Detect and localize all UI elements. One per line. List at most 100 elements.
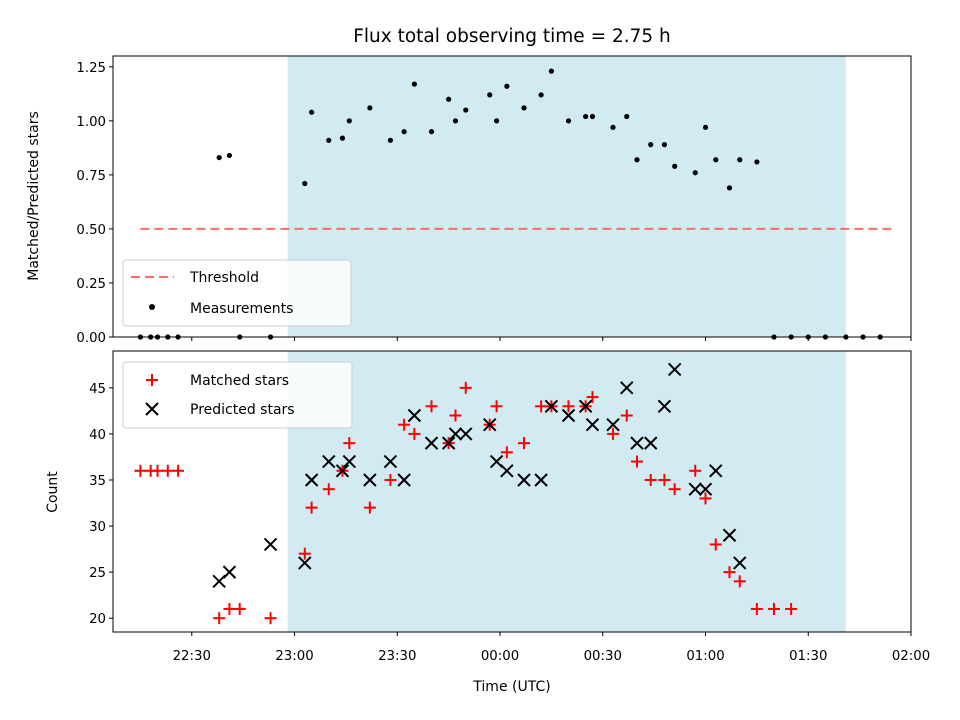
predicted-star-point bbox=[667, 362, 682, 377]
predicted-star-point bbox=[709, 464, 723, 478]
measurement-point bbox=[452, 118, 459, 124]
matched-star-point bbox=[384, 473, 397, 486]
bottom-y-tick-label: 30 bbox=[89, 520, 106, 535]
predicted-star-point bbox=[534, 473, 548, 487]
measurement-point bbox=[493, 118, 500, 124]
matched-star-point bbox=[298, 547, 311, 560]
predicted-star-point bbox=[644, 436, 658, 450]
matched-star-point bbox=[723, 566, 736, 579]
matched-star-point bbox=[785, 602, 798, 615]
predicted-star-point bbox=[688, 482, 702, 496]
top-legend-box bbox=[122, 259, 352, 327]
top-x-ticks bbox=[191, 337, 912, 341]
top-y-axis-label: Matched/Predicted stars bbox=[26, 111, 42, 281]
measurement-point bbox=[713, 157, 719, 163]
measurement-point bbox=[726, 185, 733, 191]
legend-measurements-swatch bbox=[149, 304, 155, 310]
x-tick-label: 22:30 bbox=[173, 649, 211, 664]
matched-star-point bbox=[233, 602, 246, 615]
predicted-star-point bbox=[322, 454, 336, 469]
bottom-y-tick-label: 35 bbox=[89, 474, 106, 489]
measurement-point bbox=[216, 154, 222, 161]
predicted-star-point bbox=[630, 436, 644, 450]
measurement-point bbox=[565, 118, 572, 124]
matched-star-point bbox=[425, 400, 438, 413]
measurement-point bbox=[346, 118, 352, 124]
measurement-point bbox=[504, 83, 510, 89]
predicted-star-point bbox=[424, 436, 439, 450]
x-tick-label: 00:30 bbox=[584, 649, 622, 664]
matched-star-point bbox=[668, 483, 681, 496]
measurement-point bbox=[634, 157, 640, 163]
matched-star-point bbox=[768, 602, 781, 615]
top-y-tick-label: 0.00 bbox=[76, 331, 106, 346]
bottom-y-tick-label: 25 bbox=[89, 566, 106, 581]
predicted-star-point bbox=[698, 482, 713, 496]
measurement-point bbox=[411, 81, 417, 87]
matched-star-point bbox=[490, 400, 503, 413]
chart-title: Flux total observing time = 2.75 h bbox=[353, 26, 671, 47]
matched-star-point bbox=[699, 492, 712, 505]
top-y-tick-label: 0.50 bbox=[76, 223, 106, 238]
measurement-point bbox=[463, 107, 469, 113]
x-axis-label: Time (UTC) bbox=[472, 679, 550, 695]
count-series bbox=[134, 362, 798, 625]
predicted-star-point bbox=[263, 537, 278, 552]
matched-star-point bbox=[343, 437, 356, 450]
predicted-star-point bbox=[483, 417, 497, 432]
top-axes-frame bbox=[112, 55, 912, 338]
matched-star-point bbox=[658, 473, 671, 486]
matched-star-point bbox=[620, 409, 633, 422]
predicted-star-point bbox=[304, 473, 319, 487]
matched-star-point bbox=[562, 400, 575, 413]
bottom-y-tick-label: 40 bbox=[89, 428, 106, 443]
bottom-x-ticks: 22:30 23:00 23:30 00:00 00:30 01:00 01:30 02:00 bbox=[173, 632, 930, 664]
predicted-star-point bbox=[578, 399, 593, 413]
legend-matched-label: Matched stars bbox=[190, 373, 289, 389]
measurement-point bbox=[367, 105, 373, 111]
x-tick-label: 01:30 bbox=[789, 649, 827, 664]
measurement-point bbox=[548, 68, 554, 74]
measurement-point bbox=[624, 113, 630, 120]
matched-star-point bbox=[689, 464, 702, 477]
bottom-axes-frame bbox=[112, 350, 912, 633]
measurement-point bbox=[610, 124, 616, 130]
predicted-star-point bbox=[620, 381, 634, 395]
predicted-star-point bbox=[335, 464, 350, 478]
measurement-point bbox=[339, 135, 346, 141]
predicted-star-point bbox=[657, 399, 672, 413]
measurement-point bbox=[589, 113, 596, 120]
x-tick-label: 23:00 bbox=[275, 649, 313, 664]
matched-star-point bbox=[631, 455, 644, 468]
legend-predicted-swatch bbox=[145, 402, 159, 416]
measurement-point bbox=[387, 137, 394, 143]
predicted-star-point bbox=[585, 417, 600, 432]
matched-star-point bbox=[449, 409, 462, 422]
bottom-y-tick-label: 20 bbox=[89, 612, 106, 627]
matched-star-point bbox=[750, 602, 763, 615]
matched-star-point bbox=[459, 381, 472, 394]
top-y-tick-label: 1.00 bbox=[76, 115, 106, 130]
matched-star-point bbox=[398, 418, 411, 431]
bottom-legend-box bbox=[122, 361, 353, 429]
predicted-star-point bbox=[441, 436, 456, 450]
matched-star-point bbox=[134, 464, 147, 477]
matched-star-point bbox=[500, 446, 513, 459]
measurement-point bbox=[692, 170, 698, 176]
legend-matched-swatch bbox=[146, 374, 158, 386]
measurement-point bbox=[309, 109, 315, 115]
measurement-point bbox=[737, 157, 743, 163]
measurement-point bbox=[302, 180, 308, 187]
predicted-star-point bbox=[561, 408, 576, 423]
observing-interval-shade-top bbox=[287, 56, 846, 337]
top-y-tick-label: 1.25 bbox=[76, 61, 106, 76]
measurement-point bbox=[487, 92, 493, 98]
matched-star-point bbox=[264, 612, 277, 625]
bottom-y-tick-label: 45 bbox=[89, 382, 106, 397]
measurement-point bbox=[326, 137, 332, 143]
measurement-point bbox=[702, 124, 709, 130]
measurement-point bbox=[226, 152, 233, 159]
matched-star-point bbox=[363, 501, 376, 514]
bottom-panel: 20 25 30 35 40 45 22:30 23:00 23:30 00:00 00:30 01… bbox=[45, 350, 930, 695]
